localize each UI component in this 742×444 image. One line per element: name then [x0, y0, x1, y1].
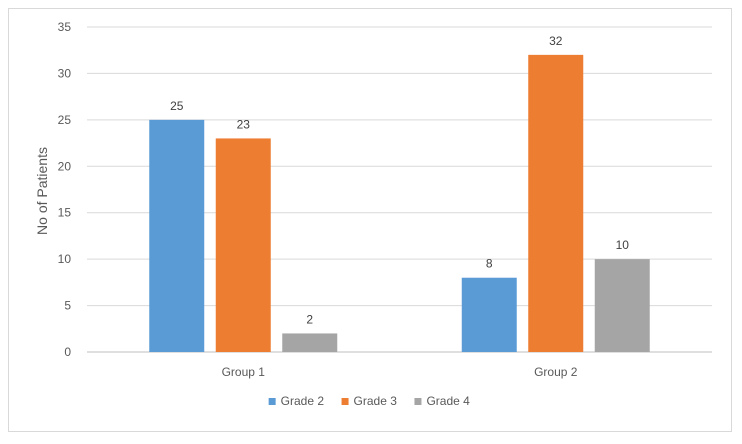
data-label: 8 [486, 257, 493, 271]
y-axis-title: No of Patients [34, 147, 50, 235]
y-tick-label: 25 [58, 113, 72, 127]
x-category-label: Group 2 [534, 365, 578, 379]
bar [594, 259, 650, 352]
bars [149, 54, 650, 352]
y-tick-label: 20 [58, 159, 72, 173]
bar [282, 333, 338, 352]
y-tick-label: 5 [64, 299, 71, 313]
legend-label: Grade 3 [354, 394, 398, 408]
y-tick-label: 10 [58, 252, 72, 266]
x-axis-categories: Group 1 Group 2 [222, 365, 578, 379]
bar [215, 138, 271, 352]
legend: Grade 2 Grade 3 Grade 4 [268, 394, 470, 408]
legend-swatch [414, 398, 422, 405]
y-axis-ticks: 0 5 10 15 20 25 30 35 [58, 20, 72, 359]
y-tick-label: 15 [58, 206, 72, 220]
y-tick-label: 30 [58, 66, 72, 80]
bar [528, 54, 584, 352]
data-label: 25 [170, 99, 184, 113]
legend-swatch [341, 398, 349, 405]
chart-frame [8, 8, 732, 432]
legend-label: Grade 4 [426, 394, 470, 408]
bar [149, 119, 205, 352]
legend-label: Grade 2 [281, 394, 325, 408]
data-labels: 25 23 2 8 32 10 [170, 34, 629, 327]
bar [461, 277, 517, 352]
y-tick-label: 35 [58, 20, 72, 34]
legend-swatch [268, 398, 276, 405]
x-category-label: Group 1 [222, 365, 266, 379]
data-label: 2 [306, 312, 313, 326]
data-label: 10 [616, 238, 630, 252]
data-label: 23 [237, 117, 251, 131]
y-tick-label: 0 [64, 345, 71, 359]
data-label: 32 [549, 34, 563, 48]
